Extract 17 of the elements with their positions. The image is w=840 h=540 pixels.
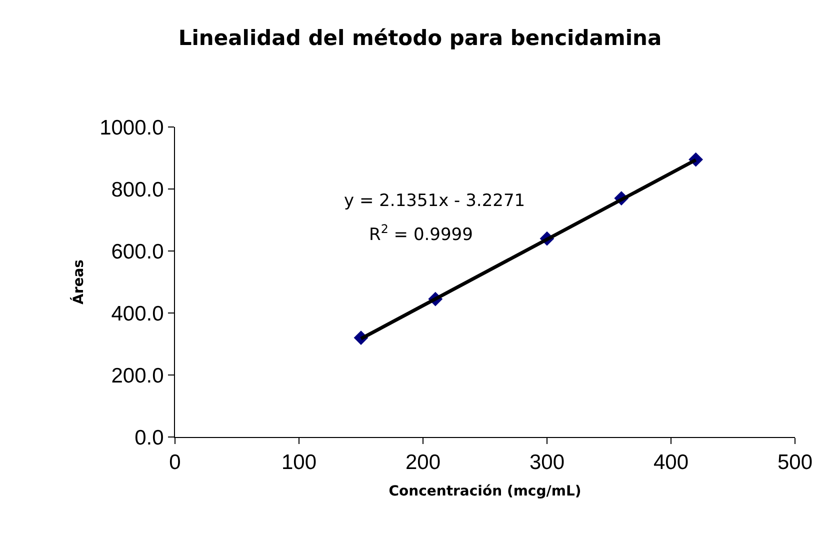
y-tick-label: 400.0 — [111, 302, 164, 326]
x-tick-label: 400 — [653, 451, 689, 474]
y-tick-label: 800.0 — [111, 178, 164, 202]
x-tick-label: 100 — [281, 451, 317, 474]
chart-title: Linealidad del método para bencidamina — [178, 26, 662, 50]
x-tick-label: 200 — [405, 451, 441, 474]
annotation: R$^{2}$ = 0.9999 — [369, 222, 473, 246]
x-axis-title: Concentración (mcg/mL) — [388, 484, 582, 500]
y-axis-title: Áreas — [70, 259, 88, 305]
y-tick-label: 200.0 — [111, 364, 164, 388]
x-tick-label: 300 — [529, 451, 565, 474]
annotation: y = 2.1351x - 3.2271 — [344, 191, 526, 211]
y-tick-label: 0.0 — [134, 426, 164, 450]
y-tick-label: 600.0 — [111, 240, 164, 264]
x-tick-label: 500 — [777, 451, 813, 474]
y-tick-label: 1000.0 — [100, 116, 164, 140]
x-tick-label: 0 — [169, 451, 181, 474]
